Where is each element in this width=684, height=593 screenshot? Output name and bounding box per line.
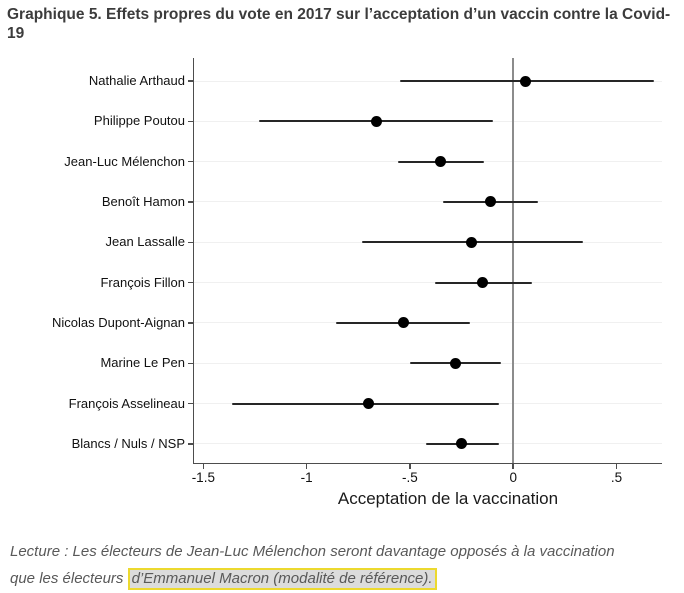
x-tick-label: -1.5 [191,470,215,485]
x-axis-tick [512,464,514,469]
y-axis-tick [187,322,193,324]
point-marker [485,196,496,208]
y-axis-label: Jean-Luc Mélenchon [64,153,185,169]
y-axis-label: Benoît Hamon [101,193,185,209]
point-marker [449,357,461,369]
caption-line2-prefix: que les électeurs [10,569,128,587]
y-axis-label: Jean Lassalle [105,234,186,250]
gridline [193,201,662,203]
y-axis-tick [187,241,193,244]
caption-line2: que les électeurs d’Emmanuel Macron (mod… [10,566,678,593]
x-axis-tick [409,464,411,469]
point-marker [398,317,410,329]
x-axis-tick [615,464,618,469]
y-axis-tick [187,443,193,445]
point-marker [476,277,488,289]
point-marker [456,438,468,450]
x-tick-label: -1 [300,470,313,485]
caption-line1: Lecture : Les électeurs de Jean-Luc Méle… [10,543,615,560]
point-marker [520,75,532,87]
x-tick-label: .5 [610,470,623,485]
y-axis-label: Marine Le Pen [100,355,185,371]
figure-title-line2: 19 [7,25,25,42]
x-tick-label: 0 [509,470,517,485]
caption: Lecture : Les électeurs de Jean-Luc Méle… [10,539,678,592]
y-axis-tick [187,281,193,284]
y-axis-label: Blancs / Nuls / NSP [71,435,185,451]
y-axis-label: François Asselineau [68,395,185,411]
coefficient-plot: Nathalie Arthaud Philippe Poutou Jean-Luc … [52,58,662,508]
x-tick-label: -.5 [402,470,418,485]
y-axis-label: Philippe Poutou [93,113,185,129]
x-axis-line [193,462,662,464]
x-axis-tick [305,464,308,469]
highlighted-text: d’Emmanuel Macron (modalité de référence… [127,567,437,590]
y-axis-tick [187,201,193,203]
y-axis-tick [187,402,193,405]
zero-reference-line [512,58,514,463]
point-marker [466,236,478,248]
y-axis-tick [187,362,193,365]
point-marker [371,115,383,127]
figure-title-line1: Graphique 5. Effets propres du vote en 2… [7,6,671,23]
gridline [193,282,662,284]
x-axis-title: Acceptation de la vaccination [337,489,559,508]
point-marker [363,398,375,410]
x-axis-tick [202,464,205,469]
y-axis-tick [187,160,193,163]
y-axis-line [192,58,194,464]
y-axis-label: Nicolas Dupont-Aignan [52,314,185,330]
y-axis-tick [187,120,193,123]
y-axis-tick [187,80,193,82]
y-axis-label: Nathalie Arthaud [88,73,185,88]
point-marker [435,156,447,168]
y-axis-label: François Fillon [100,274,185,290]
figure-title: Graphique 5. Effets propres du vote en 2… [7,5,679,43]
